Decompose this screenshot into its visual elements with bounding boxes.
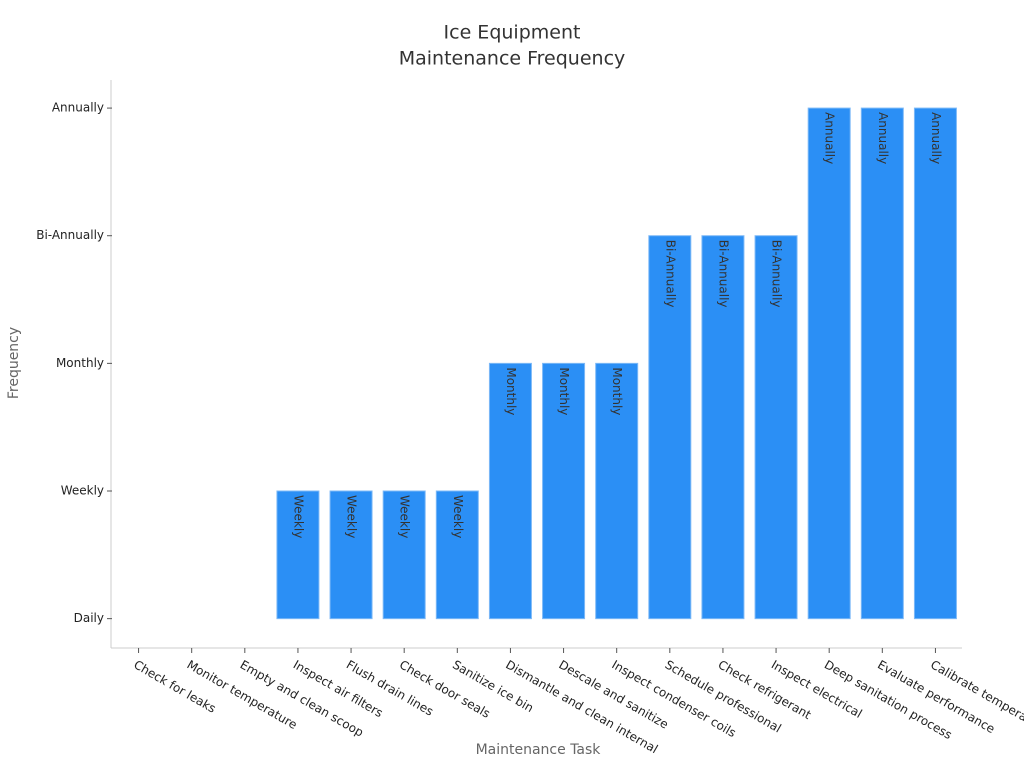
bar — [860, 107, 904, 620]
value-label: Bi-Annually — [716, 240, 730, 308]
value-label: Annually — [876, 112, 890, 164]
value-label: Monthly — [557, 367, 571, 415]
bar — [913, 107, 957, 620]
y-axis-label: Frequency — [6, 327, 22, 399]
bar — [276, 490, 320, 620]
y-tick-label: Annually — [52, 101, 104, 115]
bar — [542, 362, 586, 620]
bar — [807, 107, 851, 620]
value-label: Weekly — [398, 495, 412, 538]
chart-title: Ice Equipment — [444, 22, 581, 44]
chart-title: Maintenance Frequency — [399, 48, 626, 70]
value-label: Weekly — [345, 495, 359, 538]
bar — [648, 235, 692, 620]
value-label: Bi-Annually — [770, 240, 784, 308]
bar — [329, 490, 373, 620]
bar — [435, 490, 479, 620]
value-label: Weekly — [291, 495, 305, 538]
bar — [701, 235, 745, 620]
value-label: Bi-Annually — [663, 240, 677, 308]
x-axis-label: Maintenance Task — [476, 742, 602, 758]
y-tick-label: Daily — [74, 611, 104, 625]
value-label: Annually — [823, 112, 837, 164]
value-label: Monthly — [610, 367, 624, 415]
value-label: Monthly — [504, 367, 518, 415]
bar — [595, 362, 639, 620]
value-label: Annually — [929, 112, 943, 164]
x-tick-label: Check door seals — [397, 658, 493, 721]
x-tick-label: Inspect electrical — [769, 658, 865, 721]
y-tick-label: Monthly — [56, 356, 104, 370]
bar — [382, 490, 426, 620]
bar — [754, 235, 798, 620]
y-tick-label: Bi-Annually — [36, 228, 104, 242]
y-tick-label: Weekly — [61, 484, 104, 498]
bar — [488, 362, 532, 620]
x-tick-label: Flush drain lines — [344, 658, 436, 719]
value-label: Weekly — [451, 495, 465, 538]
